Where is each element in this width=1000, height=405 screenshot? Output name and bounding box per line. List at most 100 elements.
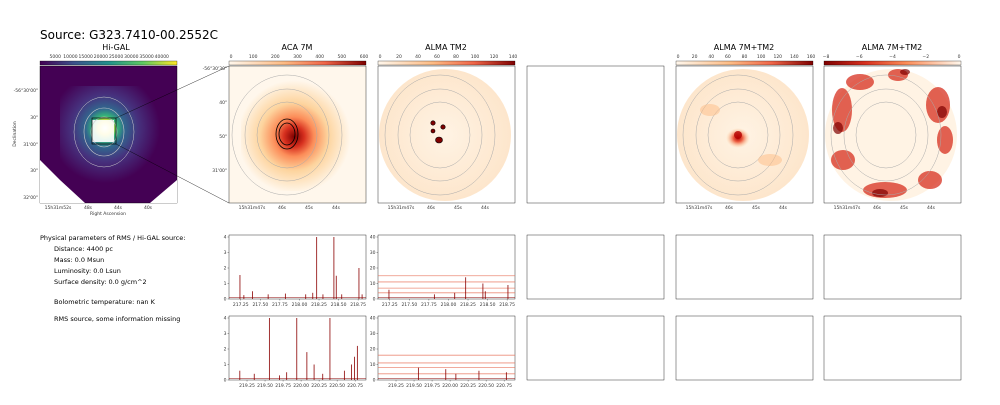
aca-cbar-tick: 0 — [230, 54, 233, 60]
aca-cbar-tick: 300 — [293, 54, 302, 60]
higal-ra-tick: 48s — [84, 205, 93, 211]
combo-ra-tick: 44s — [779, 205, 788, 211]
spectrum-0: 217.25 217.50 217.75 218.00 218.25 218.50 218.… — [224, 234, 367, 308]
spectrum-y-tick: 30 — [370, 250, 376, 256]
combo-cbar-tick: 140 — [790, 54, 799, 60]
tm2-cbar-tick: 80 — [453, 54, 459, 60]
spectrum-x-tick: 220.75 — [347, 383, 363, 389]
spectrum-x-tick: 220.25 — [311, 383, 327, 389]
spectrum-x-tick: 220.00 — [293, 383, 309, 389]
combo-cbar-tick: 40 — [708, 54, 714, 60]
spectrum-x-tick: 217.50 — [401, 302, 417, 308]
combo-neg-cbar-tick: −4 — [889, 54, 896, 60]
combo-cbar-tick: 0 — [677, 54, 680, 60]
spectrum-y-tick: 10 — [370, 362, 376, 368]
spectrum-x-tick: 219.75 — [275, 383, 291, 389]
spectrum-x-tick: 217.25 — [233, 302, 249, 308]
higal-cbar-tick: 25000 — [109, 54, 123, 60]
spectrum-y-tick: 10 — [370, 281, 376, 287]
spectrum-x-tick: 220.50 — [478, 383, 494, 389]
tm2-ra-tick: 45s — [454, 205, 463, 211]
combo-cbar-tick: 60 — [725, 54, 731, 60]
tm2-cbar-tick: 100 — [471, 54, 480, 60]
tm2-cbar-tick: 60 — [434, 54, 440, 60]
spectrum-x-tick: 218.50 — [480, 302, 496, 308]
spectrum-x-tick: 219.25 — [388, 383, 404, 389]
combo-ra-tick: 45s — [752, 205, 761, 211]
spectrum-frame — [228, 234, 367, 300]
spectrum-frame — [228, 315, 367, 381]
spectrum-y-tick: 20 — [370, 266, 376, 272]
aca-cbar-tick: 200 — [271, 54, 280, 60]
tm2-cbar-tick: 40 — [415, 54, 421, 60]
spectrum-y-tick: 0 — [224, 378, 227, 384]
info-bolometric: Bolometric temperature: nan K — [54, 298, 155, 306]
spectrum-x-tick: 218.25 — [460, 302, 476, 308]
spectrum-x-tick: 217.75 — [421, 302, 437, 308]
combo-cbar-tick: 80 — [742, 54, 748, 60]
higal-cbar-tick: 20000 — [94, 54, 108, 60]
combo-cbar-tick: 120 — [773, 54, 782, 60]
higal-cbar-tick: 15000 — [79, 54, 93, 60]
higal-cbar-tick: 40000 — [155, 54, 169, 60]
spectrum-x-tick: 218.25 — [311, 302, 327, 308]
spectrum-x-tick: 220.50 — [329, 383, 345, 389]
spectrum-y-tick: 3 — [224, 331, 227, 337]
tm2-cbar-tick: 120 — [490, 54, 499, 60]
info-mass: Mass: 0.0 Msun — [54, 256, 105, 264]
tm2-ra-tick: 44s — [481, 205, 490, 211]
info-luminosity: Luminosity: 0.0 Lsun — [54, 267, 121, 275]
info-distance: Distance: 4400 pc — [54, 245, 113, 253]
tm2-cbar-tick: 0 — [379, 54, 382, 60]
tm2-cbar-tick: 20 — [396, 54, 402, 60]
higal-dec-tick: 30" — [30, 168, 38, 174]
higal-cbar-tick: 35000 — [139, 54, 153, 60]
combo-neg-cbar-tick: −8 — [823, 54, 830, 60]
spectrum-y-tick: 30 — [370, 331, 376, 337]
aca-ra-tick: 46s — [278, 205, 287, 211]
spectrum-y-tick: 1 — [224, 281, 227, 287]
spectrum-y-tick: 1 — [224, 362, 227, 368]
higal-dec-tick: 31'00" — [23, 142, 38, 148]
higal-dec-tick: -56°30'00" — [14, 88, 38, 94]
spectrum-x-tick: 219.75 — [424, 383, 440, 389]
higal-title: Hi-GAL — [102, 43, 130, 52]
spectrum-y-tick: 2 — [224, 347, 227, 353]
aca-title: ACA 7M — [281, 43, 313, 52]
combo-ra-tick: 46s — [725, 205, 734, 211]
spectrum-2: 219.25 219.50 219.75 220.00 220.25 220.50 220.… — [224, 315, 367, 389]
combo-neg-cbar-tick: −6 — [856, 54, 863, 60]
higal-dec-tick: 32'00" — [23, 195, 38, 201]
spectrum-x-tick: 219.50 — [406, 383, 422, 389]
higal-xlabel: Right Ascension — [90, 211, 126, 217]
tm2-ra-tick: 46s — [427, 205, 436, 211]
higal-ra-tick: 15h31m52s — [45, 205, 72, 211]
higal-ra-tick: 44s — [114, 205, 123, 211]
aca-dec-tick: 50" — [219, 134, 227, 140]
combo-cbar-tick: 20 — [692, 54, 698, 60]
tm2-title: ALMA TM2 — [425, 43, 467, 52]
aca-ra-tick: 45s — [305, 205, 314, 211]
info-note: RMS source, some information missing — [54, 315, 181, 323]
combo-neg-cbar-tick: −2 — [922, 54, 929, 60]
spectrum-x-tick: 219.25 — [239, 383, 255, 389]
combo-cbar-tick: 160 — [807, 54, 816, 60]
aca-cbar-tick: 600 — [360, 54, 369, 60]
spectrum-x-tick: 218.00 — [441, 302, 457, 308]
combo-neg-ra-tick: 15h31m47s — [834, 205, 861, 211]
info-header: Physical parameters of RMS / Hi-GAL sour… — [40, 234, 186, 242]
spectrum-x-tick: 219.50 — [257, 383, 273, 389]
spectrum-y-tick: 4 — [224, 316, 227, 322]
combo-ra-tick: 15h31m47s — [686, 205, 713, 211]
spectrum-frame — [377, 315, 516, 381]
spectrum-3: 219.25 219.50 219.75 220.00 220.25 220.50 220.… — [370, 315, 516, 389]
higal-cbar-tick: 30000 — [124, 54, 138, 60]
